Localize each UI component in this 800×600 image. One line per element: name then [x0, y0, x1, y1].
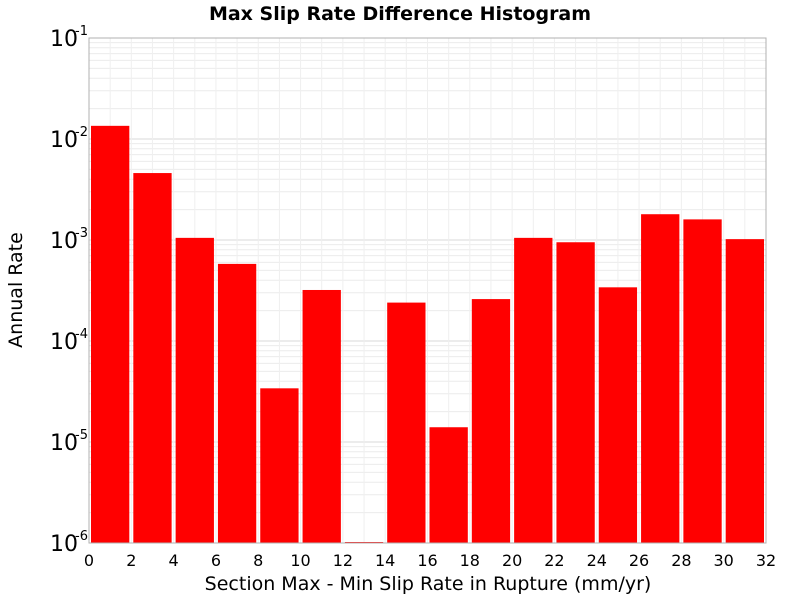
x-tick-labels: 0 2 4 6 8 10 12 14 16 18 20 22 24 26 28 30 32	[84, 551, 776, 570]
histogram-bar	[387, 302, 426, 543]
y-tick-base: 10	[50, 330, 78, 355]
histogram-bar	[217, 263, 257, 543]
histogram-bar	[175, 237, 214, 544]
histogram-bar	[514, 237, 553, 544]
histogram-bar	[641, 214, 680, 544]
y-tick-base: 10	[50, 27, 78, 52]
x-tick-label: 6	[211, 551, 221, 570]
x-tick-label: 22	[544, 551, 564, 570]
y-tick-label: 10-4	[50, 327, 88, 355]
histogram-bar	[429, 427, 468, 543]
x-tick-label: 16	[417, 551, 437, 570]
y-tick-exponent: -6	[75, 529, 88, 544]
x-tick-label: 30	[714, 551, 734, 570]
x-tick-label: 2	[126, 551, 136, 570]
histogram-bar	[598, 287, 638, 543]
plot-border	[88, 37, 767, 544]
histogram-bar	[302, 289, 341, 543]
x-tick-label: 24	[587, 551, 607, 570]
y-tick-exponent: -3	[75, 226, 88, 241]
y-axis-label: Annual Rate	[5, 232, 27, 348]
histogram-bar	[260, 388, 299, 543]
y-tick-label: 10-2	[50, 125, 88, 153]
histogram-bar	[133, 173, 172, 543]
y-tick-label: 10-1	[50, 24, 88, 52]
x-axis-label: Section Max - Min Slip Rate in Rupture (…	[205, 573, 652, 595]
x-tick-label: 14	[375, 551, 395, 570]
x-tick-label: 20	[502, 551, 522, 570]
x-tick-label: 0	[84, 551, 94, 570]
y-tick-label: 10-6	[50, 529, 88, 557]
x-tick-label: 4	[169, 551, 179, 570]
histogram-bar	[471, 299, 511, 543]
y-tick-exponent: -5	[75, 428, 88, 443]
x-tick-label: 26	[629, 551, 649, 570]
y-tick-exponent: -4	[75, 327, 88, 342]
chart-title: Max Slip Rate Difference Histogram	[209, 3, 591, 25]
bars	[91, 125, 764, 544]
y-tick-label: 10-5	[50, 428, 88, 456]
y-tick-base: 10	[50, 431, 78, 456]
x-tick-label: 10	[290, 551, 310, 570]
histogram-bar	[725, 239, 764, 543]
histogram-bar	[556, 242, 595, 543]
y-tick-base: 10	[50, 532, 78, 557]
x-tick-label: 12	[333, 551, 353, 570]
y-tick-base: 10	[50, 128, 78, 153]
x-tick-label: 28	[671, 551, 691, 570]
y-tick-exponent: -2	[75, 125, 88, 140]
y-tick-exponent: -1	[75, 24, 88, 39]
y-tick-base: 10	[50, 229, 78, 254]
x-tick-label: 18	[460, 551, 480, 570]
y-tick-label: 10-3	[50, 226, 88, 254]
histogram-bar	[91, 125, 130, 543]
x-tick-label: 32	[756, 551, 776, 570]
x-tick-label: 8	[253, 551, 263, 570]
histogram-bar	[683, 219, 722, 543]
y-tick-labels: 10-610-510-410-310-210-1	[50, 24, 88, 557]
